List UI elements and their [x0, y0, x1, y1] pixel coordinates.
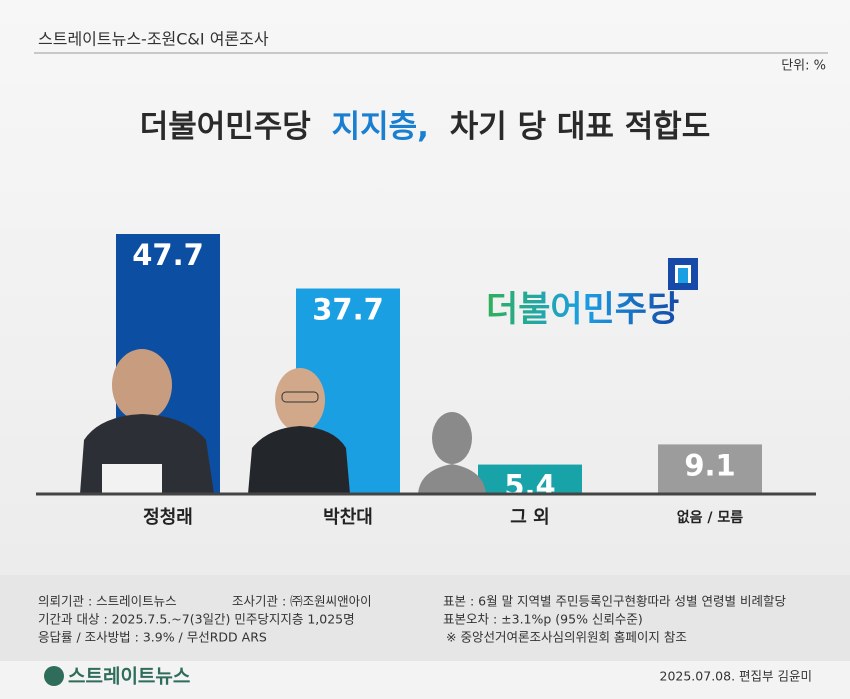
bar [658, 444, 762, 494]
note: 응답률 / 조사방법 : 3.9% / 무선RDD ARS [38, 630, 267, 645]
photo-body [248, 426, 350, 494]
brand-icon [44, 666, 64, 686]
note: 표본오차 : ±3.1%p (95% 신뢰수준) [443, 612, 643, 627]
value-label: 47.7 [132, 238, 204, 272]
title-part: 더불어민주당 [140, 109, 311, 145]
silhouette-head [432, 412, 472, 464]
chart-title: 더불어민주당 지지층, 차기 당 대표 적합도 [140, 109, 711, 145]
logo-text: 더불어민주당 [486, 290, 679, 330]
date-editor: 2025.07.08. 편집부 김윤미 [660, 669, 813, 684]
bar [478, 464, 582, 494]
unit: 단위: % [781, 59, 826, 74]
notes-panel [0, 575, 850, 661]
title-part: 차기 당 대표 적합도 [450, 109, 711, 145]
category-label: 박찬대 [323, 507, 373, 528]
note: ※ 중앙선거여론조사심의위원회 홈페이지 참조 [446, 630, 687, 645]
party-logo: 더불어민주당 [486, 258, 698, 330]
note: 기간과 대상 : 2025.7.5.~7(3일간) 민주당지지층 1,025명 [38, 612, 355, 627]
category-label: 없음 / 모름 [677, 510, 744, 526]
value-label: 9.1 [684, 448, 735, 482]
photo-glasses [281, 391, 319, 403]
value-label: 37.7 [312, 293, 384, 327]
note: 표본 : 6월 말 지역별 주민등록인구현황따라 성별 연령별 비례할당 [443, 594, 786, 609]
note: 의뢰기관 : 스트레이트뉴스 [38, 594, 177, 609]
photo-face [112, 349, 172, 421]
silhouette-body [418, 464, 486, 494]
photo-face [275, 368, 325, 432]
brand: 스트레이트뉴스 [68, 666, 190, 688]
footer [0, 661, 850, 699]
value-label: 5.4 [504, 469, 555, 503]
logo-icon [678, 268, 688, 283]
category-label: 정청래 [143, 507, 193, 528]
photo-paper [102, 464, 162, 494]
photos [80, 349, 486, 494]
category-label: 그 외 [510, 507, 549, 528]
title-highlight: 지지층, [332, 109, 429, 145]
header: 스트레이트뉴스-조원C&I 여론조사 [38, 30, 269, 49]
note: 조사기관 : ㈜조원씨앤아이 [232, 594, 372, 609]
